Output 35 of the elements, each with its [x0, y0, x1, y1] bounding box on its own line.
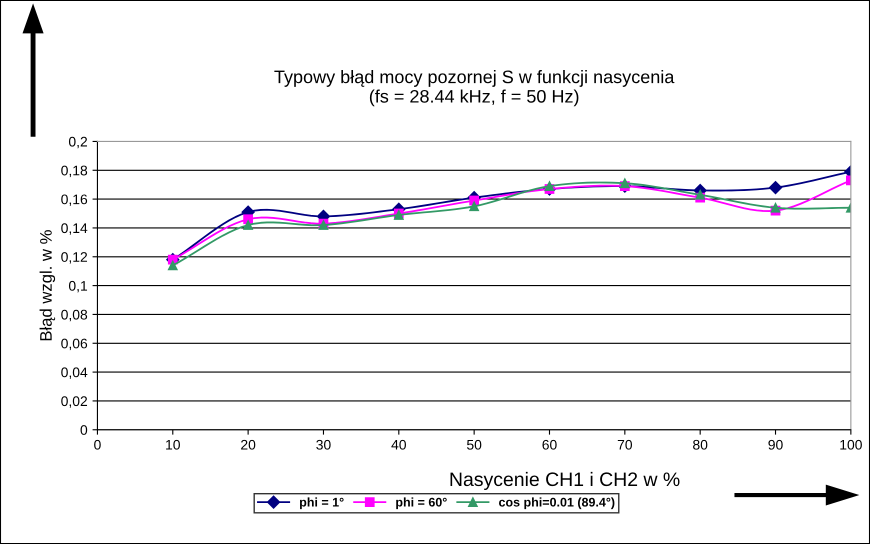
x-tick-label: 100	[840, 440, 862, 450]
x-tick-label: 70	[618, 440, 632, 450]
y-tick-label: 0,2	[68, 136, 88, 148]
x-tick-label: 10	[166, 440, 180, 450]
legend-label: cos phi=0.01 (89.4°)	[499, 497, 614, 510]
point	[768, 180, 782, 194]
point	[770, 202, 780, 213]
y-tick-label: 0,12	[61, 252, 88, 264]
x-tick-label: 20	[241, 440, 256, 450]
x-tick-label: 60	[542, 440, 557, 450]
x-tick-label: 90	[768, 440, 783, 450]
y-tick-label: 0,14	[61, 223, 88, 235]
y-tick-label: 0,06	[61, 338, 88, 350]
y-tick-label: 0,02	[61, 396, 88, 408]
x-tick-label: 30	[316, 440, 331, 450]
y-axis-title: Błąd wzgl. w %	[40, 230, 56, 340]
y-tick-label: 0,16	[61, 194, 88, 206]
y-tick-label: 0,04	[61, 367, 88, 379]
y-tick-label: 0	[80, 425, 88, 435]
point	[469, 201, 480, 212]
x-tick-label: 40	[391, 440, 406, 450]
x-tick-label: 0	[94, 440, 101, 450]
point	[620, 178, 630, 188]
x-tick-label: 80	[693, 440, 708, 450]
y-tick-label: 0,08	[61, 310, 88, 322]
legend-label: phi = 60°	[396, 497, 447, 510]
legend-label: phi = 1°	[300, 497, 344, 510]
y-tick-label: 0,18	[61, 166, 88, 178]
chart-title: Typowy błąd mocy pozornej S w funkcji nasycenia (fs = 28.44 kHz, f = 50 Hz)	[274, 70, 674, 106]
point	[695, 190, 706, 200]
point	[168, 260, 178, 270]
y-tick-label: 0,1	[68, 280, 88, 292]
x-axis-title: Nasycenie CH1 i CH2 w %	[450, 472, 680, 490]
point	[243, 220, 253, 230]
x-tick-label: 50	[466, 440, 482, 450]
